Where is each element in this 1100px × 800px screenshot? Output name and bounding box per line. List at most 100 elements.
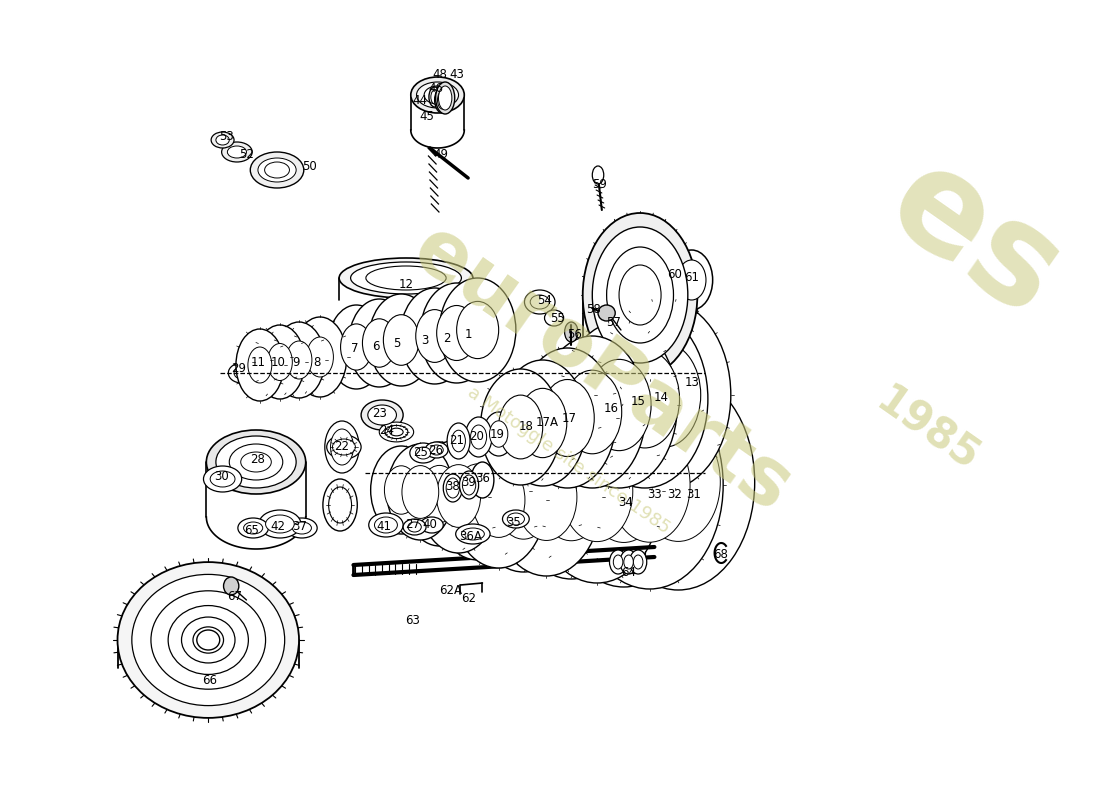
Ellipse shape [438, 91, 447, 109]
Ellipse shape [339, 258, 473, 298]
Ellipse shape [351, 262, 461, 294]
Text: 65: 65 [244, 525, 258, 538]
Text: 58: 58 [586, 303, 601, 317]
Ellipse shape [636, 422, 720, 542]
Text: 42: 42 [271, 519, 286, 533]
Ellipse shape [241, 452, 272, 472]
Ellipse shape [118, 562, 299, 718]
Text: 17: 17 [562, 411, 576, 425]
Ellipse shape [483, 412, 514, 456]
Ellipse shape [471, 425, 486, 449]
Text: 7: 7 [351, 342, 359, 355]
Text: 27: 27 [405, 518, 420, 530]
Ellipse shape [498, 395, 542, 459]
Ellipse shape [431, 90, 439, 104]
Ellipse shape [385, 426, 408, 438]
Ellipse shape [539, 336, 646, 488]
Ellipse shape [229, 363, 255, 383]
Ellipse shape [620, 550, 637, 574]
Ellipse shape [582, 310, 708, 488]
Ellipse shape [273, 322, 324, 398]
Ellipse shape [210, 471, 235, 487]
Ellipse shape [418, 439, 498, 553]
Ellipse shape [561, 440, 632, 542]
Ellipse shape [544, 310, 563, 326]
Ellipse shape [408, 522, 421, 532]
Text: 15: 15 [630, 395, 646, 409]
Text: 1: 1 [464, 329, 472, 342]
Ellipse shape [371, 446, 432, 534]
Ellipse shape [287, 518, 317, 538]
Ellipse shape [597, 300, 730, 490]
Ellipse shape [627, 342, 701, 447]
Ellipse shape [234, 367, 250, 379]
Text: 62A: 62A [439, 583, 462, 597]
Text: 44: 44 [412, 94, 428, 107]
Ellipse shape [374, 517, 397, 533]
Text: 40: 40 [422, 518, 438, 531]
Ellipse shape [609, 550, 627, 574]
Text: 31: 31 [686, 487, 701, 501]
Ellipse shape [229, 444, 283, 480]
Ellipse shape [433, 436, 521, 560]
Text: 6: 6 [372, 339, 379, 353]
Text: 43: 43 [449, 67, 464, 81]
Ellipse shape [453, 464, 502, 532]
Ellipse shape [341, 324, 372, 370]
Ellipse shape [327, 435, 361, 459]
Ellipse shape [132, 574, 285, 706]
Text: 48: 48 [432, 67, 447, 81]
Ellipse shape [367, 405, 396, 425]
Ellipse shape [387, 444, 454, 540]
Ellipse shape [576, 381, 723, 589]
Ellipse shape [447, 423, 470, 459]
Ellipse shape [197, 630, 220, 650]
Ellipse shape [498, 360, 586, 486]
Ellipse shape [516, 454, 576, 541]
Ellipse shape [619, 265, 661, 325]
Ellipse shape [437, 465, 481, 527]
Text: 62: 62 [462, 591, 476, 605]
Text: 68: 68 [713, 549, 728, 562]
Ellipse shape [512, 409, 631, 579]
Text: euroParts: euroParts [397, 210, 806, 530]
Ellipse shape [410, 443, 437, 463]
Ellipse shape [368, 294, 433, 386]
Ellipse shape [151, 590, 265, 690]
Ellipse shape [430, 445, 443, 455]
Ellipse shape [425, 442, 448, 458]
Text: 2: 2 [443, 331, 451, 345]
Ellipse shape [554, 389, 694, 587]
Ellipse shape [624, 555, 634, 569]
Ellipse shape [443, 474, 462, 502]
Ellipse shape [561, 322, 678, 488]
Text: 21: 21 [449, 434, 464, 447]
Text: 64: 64 [621, 566, 636, 578]
Ellipse shape [678, 260, 706, 300]
Text: 54: 54 [537, 294, 552, 306]
Ellipse shape [286, 341, 312, 379]
Ellipse shape [420, 283, 493, 383]
Text: 19: 19 [490, 427, 504, 441]
Ellipse shape [629, 550, 647, 574]
Text: 18: 18 [519, 419, 534, 433]
Ellipse shape [204, 466, 242, 492]
Ellipse shape [462, 475, 475, 495]
Ellipse shape [592, 166, 604, 184]
Ellipse shape [267, 343, 293, 381]
Ellipse shape [592, 227, 688, 363]
Ellipse shape [436, 82, 454, 114]
Ellipse shape [329, 487, 352, 523]
Text: 10: 10 [271, 355, 285, 369]
Ellipse shape [507, 513, 525, 525]
Text: 57: 57 [606, 315, 620, 329]
Ellipse shape [451, 432, 547, 568]
Text: 11: 11 [251, 355, 265, 369]
Text: 39: 39 [462, 477, 476, 490]
Ellipse shape [495, 459, 552, 539]
Text: 32: 32 [667, 487, 682, 501]
Ellipse shape [402, 466, 439, 518]
Ellipse shape [243, 522, 263, 534]
Text: 59: 59 [593, 178, 607, 190]
Text: 1985: 1985 [867, 380, 986, 480]
